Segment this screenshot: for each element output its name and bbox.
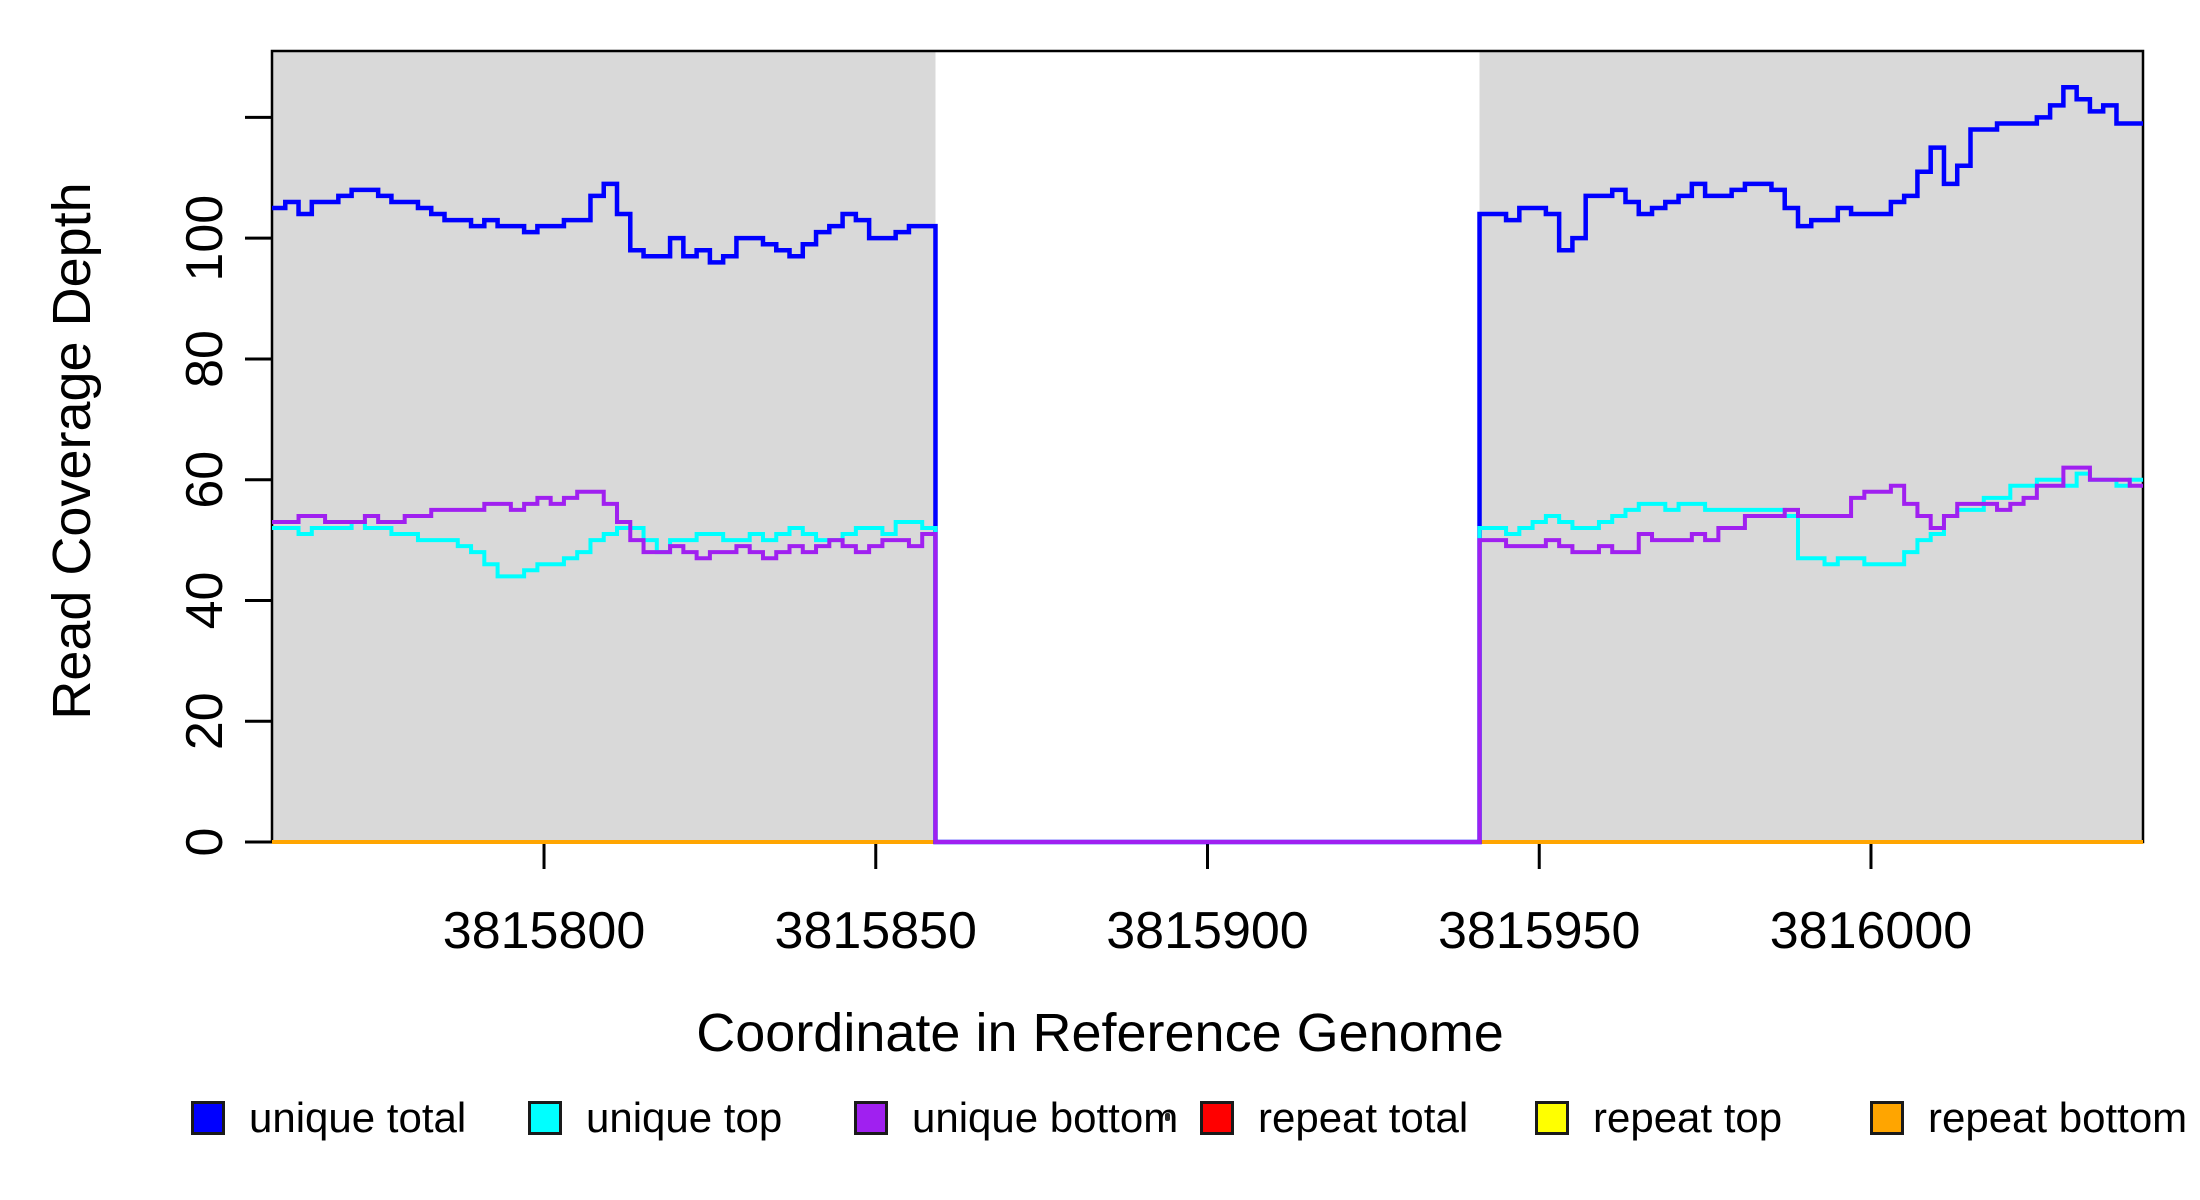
x-tick-label: 3816000 xyxy=(1770,902,1972,960)
x-tick-label: 3815800 xyxy=(443,902,645,960)
legend-label: repeat top xyxy=(1593,1094,1783,1141)
y-tick-label: 100 xyxy=(176,195,234,282)
legend-item-unique-bottom: unique bottom xyxy=(854,1090,1178,1146)
legend-item-repeat-total: repeat total xyxy=(1200,1090,1468,1146)
legend-label: repeat bottom xyxy=(1928,1094,2188,1141)
x-axis-title: Coordinate in Reference Genome xyxy=(696,1003,1504,1063)
legend-swatch-unique-total xyxy=(191,1101,225,1135)
x-tick-label: 3815950 xyxy=(1438,902,1640,960)
y-tick-label: 40 xyxy=(176,572,234,630)
y-axis-title: Read Coverage Depth xyxy=(42,182,102,720)
legend: unique total unique top unique bottom repea… xyxy=(0,1090,2200,1150)
x-tick-label: 3815850 xyxy=(775,902,977,960)
shaded-region-1 xyxy=(1479,51,2143,842)
legend-swatch-unique-bottom xyxy=(854,1101,888,1135)
legend-item-repeat-bottom: repeat bottom xyxy=(1870,1090,2187,1146)
legend-swatch-repeat-bottom xyxy=(1870,1101,1904,1135)
shaded-region-0 xyxy=(272,51,936,842)
legend-label: unique top xyxy=(586,1094,783,1141)
y-tick-label: 60 xyxy=(176,451,234,509)
legend-item-repeat-top: repeat top xyxy=(1535,1090,1782,1146)
legend-label: unique bottom xyxy=(912,1094,1179,1141)
stray-mark xyxy=(1165,1113,1170,1121)
y-tick-label: 80 xyxy=(176,330,234,388)
legend-item-unique-total: unique total xyxy=(191,1090,466,1146)
y-tick-label: 0 xyxy=(176,828,234,857)
legend-item-unique-top: unique top xyxy=(528,1090,782,1146)
legend-label: repeat total xyxy=(1258,1094,1469,1141)
legend-swatch-repeat-total xyxy=(1200,1101,1234,1135)
legend-label: unique total xyxy=(249,1094,467,1141)
y-tick-label: 20 xyxy=(176,692,234,750)
x-tick-label: 3815900 xyxy=(1106,902,1308,960)
legend-swatch-repeat-top xyxy=(1535,1101,1569,1135)
legend-swatch-unique-top xyxy=(528,1101,562,1135)
series-unique-bottom-line xyxy=(272,465,2143,844)
